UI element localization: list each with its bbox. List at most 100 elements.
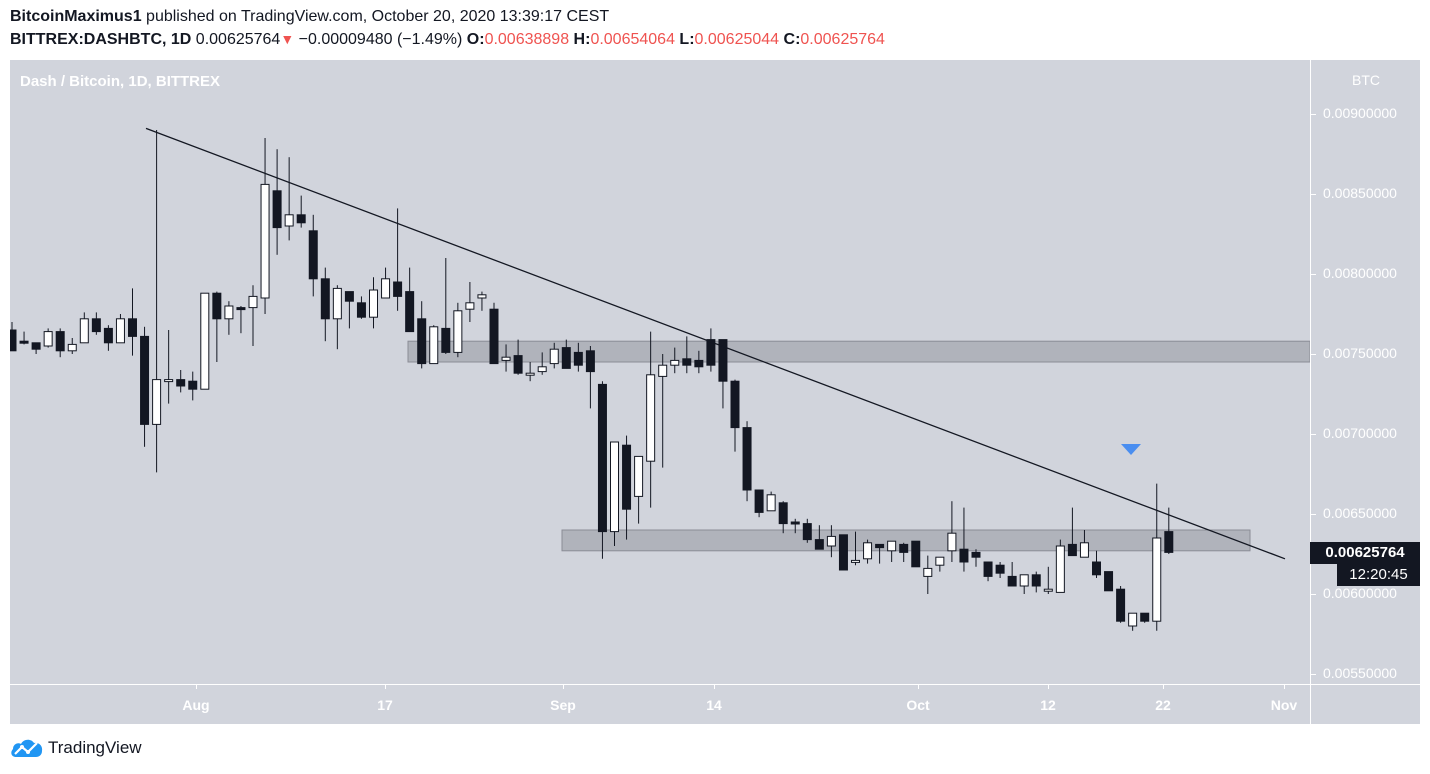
bearish-candle [838, 534, 848, 571]
bearish-candle [959, 548, 969, 563]
price-tick-mark [1311, 194, 1316, 195]
chart-container[interactable]: Dash / Bitcoin, 1D, BITTREX BTC 0.009000… [10, 60, 1421, 725]
current-price-label: 0.00625764 [1310, 541, 1420, 564]
time-tick-label: Nov [1270, 697, 1298, 713]
bearish-candle [802, 523, 812, 541]
tradingview-logo[interactable]: TradingView [10, 737, 142, 759]
price-axis-unit: BTC [1352, 72, 1380, 88]
price-tick-label: 0.00650000 [1323, 505, 1397, 521]
price-tick-mark [1311, 514, 1316, 515]
bullish-candle [549, 348, 559, 365]
time-tick-mark [385, 685, 386, 689]
tradingview-cloud-icon [11, 739, 43, 757]
time-axis[interactable]: Aug 17 Sep 14 Oct 12 22 Nov [10, 684, 1310, 725]
footer-brand: TradingView [48, 738, 142, 757]
bearish-candle [875, 543, 885, 549]
published-text: published on TradingView.com, October 20… [141, 8, 610, 25]
time-tick-label: 14 [706, 697, 722, 713]
bullish-candle [477, 294, 487, 299]
bearish-candle [1104, 571, 1114, 592]
price-tick-label: 0.00750000 [1323, 345, 1397, 361]
bearish-candle [417, 318, 427, 365]
bullish-candle [152, 379, 162, 425]
bullish-candle [200, 292, 210, 390]
price-tick-label: 0.00900000 [1323, 105, 1397, 121]
bullish-candle [766, 494, 776, 512]
bearish-candle [212, 292, 222, 320]
bearish-candle [754, 489, 764, 513]
bullish-candle [465, 302, 475, 310]
last-price: 0.00625764 [195, 31, 281, 48]
bullish-candle [224, 305, 234, 320]
bearish-candle [983, 561, 993, 577]
bullish-candle [1043, 588, 1053, 592]
bearish-candle [176, 379, 186, 387]
price-pane[interactable]: Dash / Bitcoin, 1D, BITTREX [10, 60, 1310, 684]
bearish-candle [899, 543, 909, 553]
bearish-candle [622, 444, 632, 510]
time-tick-mark [196, 685, 197, 689]
bearish-candle [356, 302, 366, 318]
bullish-candle [658, 364, 668, 377]
bar-countdown-label: 12:20:45 [1337, 563, 1420, 586]
bullish-candle [43, 331, 53, 347]
bearish-candle [911, 540, 921, 568]
resistance-zone [407, 340, 1310, 363]
bearish-candle [320, 278, 330, 320]
bearish-candle [694, 359, 704, 368]
time-tick-label: Aug [182, 697, 210, 713]
bullish-candle [260, 183, 270, 299]
bearish-candle [597, 383, 607, 533]
ohlc-line: BITTREX:DASHBTC, 1D 0.00625764▼ −0.00009… [10, 28, 885, 51]
bearish-candle [706, 339, 716, 366]
low-value: 0.00625044 [694, 31, 780, 48]
bullish-candle [332, 287, 342, 320]
price-axis[interactable]: BTC 0.00900000 0.00850000 0.00800000 0.0075… [1310, 60, 1421, 684]
bullish-candle [501, 356, 511, 361]
bullish-candle [634, 455, 644, 497]
bearish-candle [718, 339, 728, 382]
price-tick-label: 0.00600000 [1323, 585, 1397, 601]
bullish-candle [851, 559, 860, 563]
bearish-candle [778, 502, 788, 525]
bearish-candle [1067, 543, 1077, 557]
bullish-candle [863, 542, 873, 560]
bullish-candle [381, 278, 391, 299]
bullish-candle [453, 310, 463, 353]
time-tick-mark [1163, 685, 1164, 689]
bearish-candle [730, 380, 740, 429]
bullish-candle [164, 379, 174, 383]
bullish-candle [1019, 574, 1029, 587]
bearish-candle [31, 342, 41, 350]
price-tick-mark [1311, 114, 1316, 115]
price-tick-mark [1311, 434, 1316, 435]
candlestick-plot[interactable] [10, 60, 1310, 684]
bearish-candle [742, 427, 752, 491]
author-name[interactable]: BitcoinMaximus1 [10, 8, 142, 25]
bullish-candle [923, 567, 933, 577]
down-arrow-icon: ▼ [280, 31, 295, 47]
bullish-candle [1128, 612, 1138, 627]
bearish-candle [1140, 612, 1150, 622]
bullish-candle [525, 372, 535, 376]
bullish-candle [248, 295, 258, 309]
bearish-candle [188, 380, 198, 390]
bearish-candle [405, 291, 415, 333]
symbol-label: BITTREX:DASHBTC, 1D [10, 31, 192, 48]
price-tick-mark [1311, 274, 1316, 275]
bearish-candle [393, 281, 403, 297]
bearish-candle [55, 331, 65, 352]
bearish-candle [308, 230, 318, 280]
open-value: 0.00638898 [484, 31, 570, 48]
bullish-candle [670, 359, 680, 366]
high-label: H: [573, 31, 591, 48]
bearish-candle [272, 190, 282, 229]
bullish-candle [115, 318, 125, 344]
descending-trendline [145, 127, 1286, 560]
price-tick-label: 0.00850000 [1323, 185, 1397, 201]
high-value: 0.00654064 [590, 31, 675, 48]
pane-title: Dash / Bitcoin, 1D, BITTREX [20, 73, 221, 90]
publish-line: BitcoinMaximus1 published on TradingView… [10, 6, 885, 28]
bearish-candle [10, 329, 17, 352]
bearish-candle [573, 351, 583, 366]
